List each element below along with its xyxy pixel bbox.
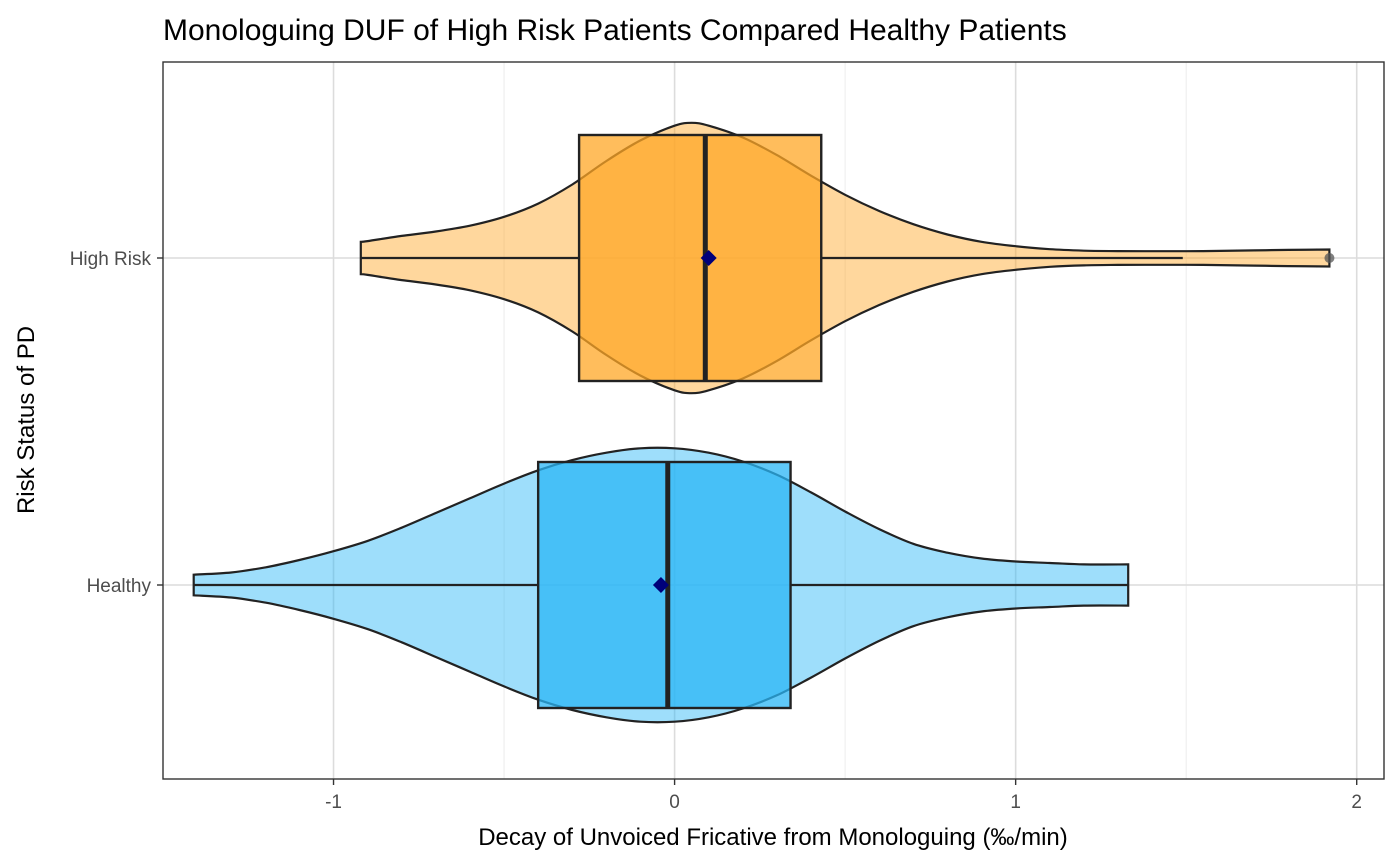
- chart-title: Monologuing DUF of High Risk Patients Co…: [163, 14, 1067, 47]
- y-axis: High Risk Healthy: [70, 249, 163, 597]
- plot-border: [162, 61, 1385, 780]
- outlier-point: [1324, 253, 1335, 263]
- y-axis-title: Risk Status of PD: [13, 326, 40, 514]
- box: [577, 133, 823, 383]
- y-tick-label: Healthy: [87, 576, 152, 597]
- mean-marker: [700, 250, 717, 266]
- x-axis: -1 0 1 2: [325, 779, 1362, 813]
- x-tick-label: -1: [325, 792, 342, 813]
- y-tick-label: High Risk: [70, 249, 152, 270]
- x-tick-label: 1: [1010, 792, 1021, 813]
- violins: [192, 121, 1335, 724]
- x-tick-label: 0: [669, 792, 680, 813]
- x-tick-label: 2: [1351, 792, 1362, 813]
- x-axis-title: Decay of Unvoiced Fricative from Monolog…: [478, 824, 1068, 851]
- mean-marker: [652, 577, 669, 593]
